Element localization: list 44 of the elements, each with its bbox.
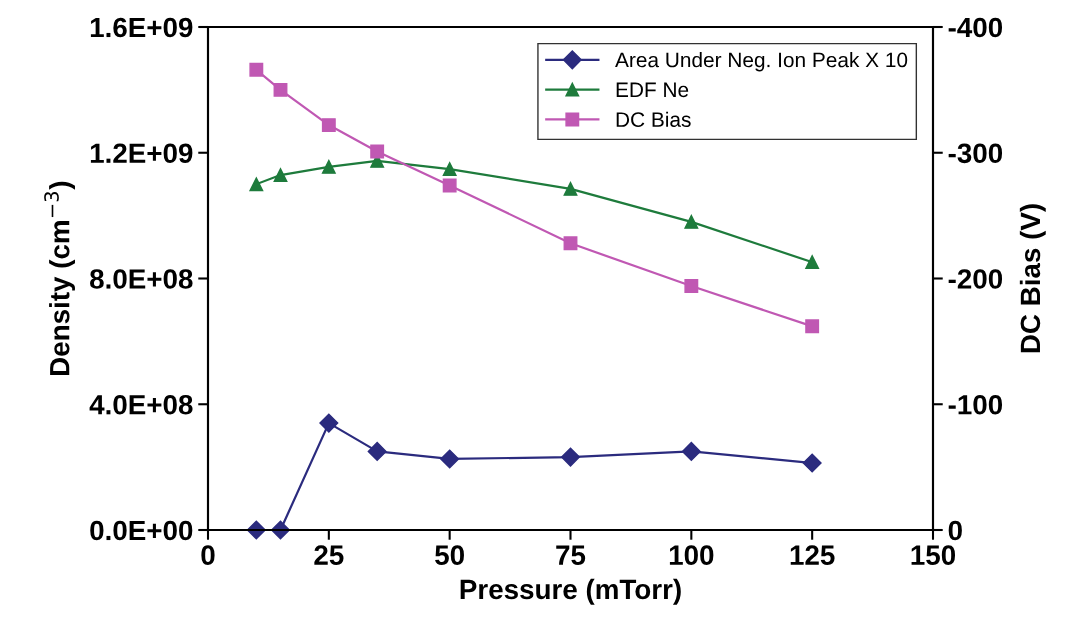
legend-label: DC Bias xyxy=(616,111,691,127)
x-tick-label: 75 xyxy=(556,545,586,565)
y-tick-label: 1.2E+09 xyxy=(90,143,193,164)
point xyxy=(805,319,820,334)
point xyxy=(442,162,457,177)
point xyxy=(563,181,578,196)
y2-tick-label: -300 xyxy=(948,143,1003,164)
point xyxy=(370,144,385,159)
y2-tick-label: -200 xyxy=(948,269,1003,289)
x-tick-label: 125 xyxy=(790,545,835,565)
point xyxy=(249,177,264,192)
point xyxy=(684,214,699,229)
y-tick-label: 8.0E+08 xyxy=(90,269,193,289)
point xyxy=(321,118,336,133)
point xyxy=(805,255,820,270)
point xyxy=(560,447,581,467)
y-tick-label: 1.6E+09 xyxy=(90,17,193,38)
point xyxy=(273,82,288,97)
y2-tick-label: 0 xyxy=(948,520,962,541)
point xyxy=(273,168,288,183)
x-tick-label: 150 xyxy=(911,545,956,565)
y2-tick-label: -400 xyxy=(948,17,1003,38)
y2-tick-label: -100 xyxy=(948,394,1003,415)
point xyxy=(802,453,822,473)
point xyxy=(319,413,339,433)
point xyxy=(442,178,457,193)
y2-axis-title: DC Bias (V) xyxy=(1019,204,1046,353)
point xyxy=(684,279,699,293)
legend-label: EDF Ne xyxy=(616,82,689,98)
x-tick-label: 25 xyxy=(314,545,344,565)
x-tick-label: 50 xyxy=(435,545,464,565)
y-tick-label: 0.0E+00 xyxy=(90,520,193,541)
x-tick-label: 0 xyxy=(201,545,215,565)
point xyxy=(321,159,336,174)
y-axis-title: Density (cm$^{−3}$) xyxy=(44,181,75,375)
point xyxy=(249,62,264,77)
point xyxy=(367,441,387,461)
x-axis-title: Pressure (mTorr) xyxy=(460,578,681,605)
legend-label: Area Under Neg. Ion Peak X 10 xyxy=(615,52,908,72)
point xyxy=(681,441,701,461)
point xyxy=(440,449,460,469)
x-tick-label: 100 xyxy=(669,545,714,565)
y-tick-label: 4.0E+08 xyxy=(89,394,193,415)
point xyxy=(563,236,578,251)
